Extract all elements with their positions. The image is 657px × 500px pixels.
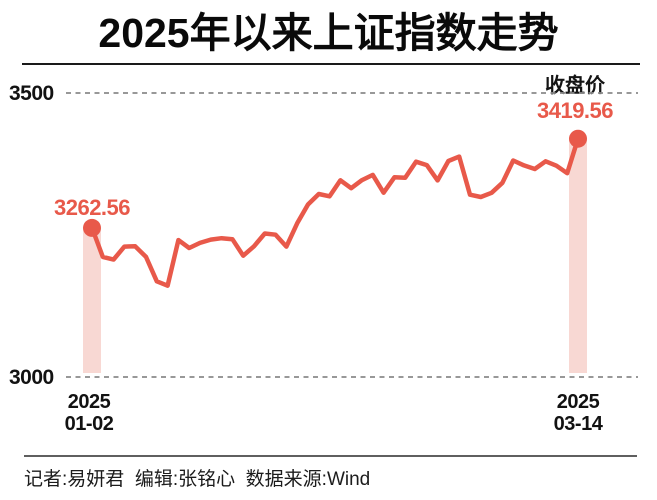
end-highlight-band <box>569 138 587 373</box>
end-date-year: 2025 <box>556 391 600 413</box>
footer-credits: 记者:易妍君 编辑:张铭心 数据来源:Wind <box>24 469 371 490</box>
start-date-label: 2025 01-02 <box>34 391 144 435</box>
end-date-day: 03-14 <box>553 413 603 435</box>
header-divider <box>22 63 640 65</box>
end-value-label: 3419.56 <box>536 98 614 123</box>
chart-title: 2025年以来上证指数走势 <box>98 10 559 56</box>
end-dot <box>569 129 587 148</box>
end-date-label: 2025 03-14 <box>523 391 633 435</box>
start-date-year: 2025 <box>67 391 111 413</box>
price-line <box>89 136 581 288</box>
start-value-label: 3262.56 <box>53 195 131 220</box>
y-axis-label-max: 3500 <box>9 82 54 105</box>
y-axis-label-min: 3000 <box>9 366 54 389</box>
start-dot <box>83 218 101 237</box>
start-highlight-band <box>83 227 101 373</box>
legend-label: 收盘价 <box>545 75 605 97</box>
start-date-day: 01-02 <box>64 413 114 435</box>
footer-divider <box>24 455 637 457</box>
